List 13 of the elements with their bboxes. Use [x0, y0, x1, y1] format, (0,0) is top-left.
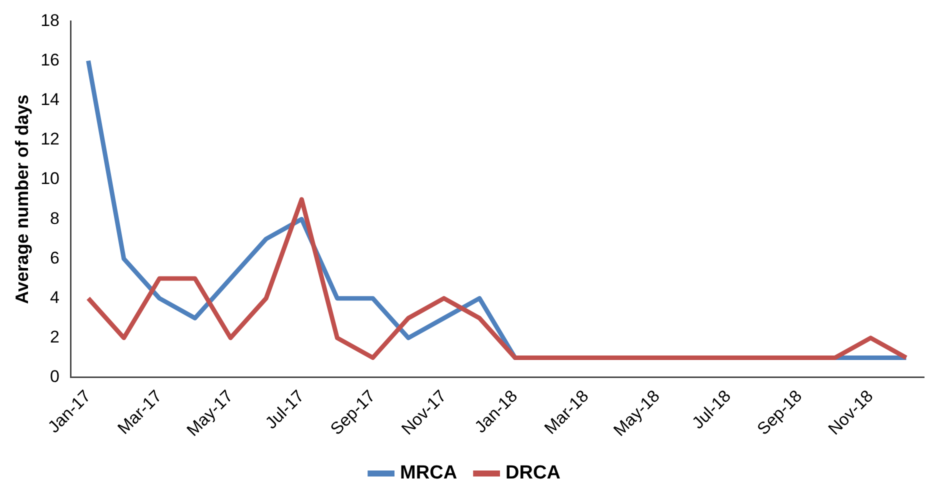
y-tick-label: 4	[50, 288, 60, 308]
y-tick-label: 0	[50, 367, 60, 386]
y-tick-label: 18	[40, 10, 60, 30]
y-tick-label: 2	[50, 328, 60, 347]
legend-label: DRCA	[506, 462, 561, 484]
y-tick-label: 10	[40, 169, 60, 188]
legend-label: MRCA	[400, 462, 458, 484]
y-tick-label: 14	[40, 90, 60, 110]
y-tick-label: 12	[40, 130, 60, 149]
y-axis-title: Average number of days	[12, 94, 32, 304]
y-tick-label: 6	[50, 248, 60, 268]
y-tick-label: 16	[40, 50, 60, 70]
y-tick-label: 8	[50, 208, 60, 228]
